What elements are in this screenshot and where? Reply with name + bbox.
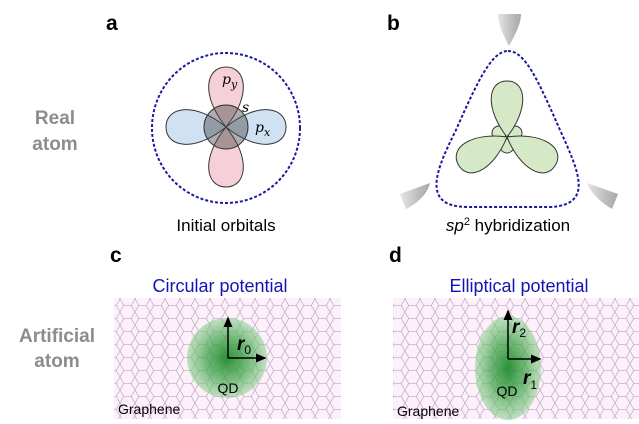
graphene-label: Graphene xyxy=(397,403,459,419)
tip-cone-bottom-left xyxy=(400,183,430,209)
panel-b: b sp2 hybridization xyxy=(387,12,618,235)
panel-label-b: b xyxy=(387,12,400,35)
quantum-dot-circular xyxy=(187,318,267,398)
graphene-label: Graphene xyxy=(118,401,180,417)
radius-label-r0: r0 xyxy=(237,334,251,357)
svg-text:Real: Real xyxy=(35,108,75,129)
row-label-real-atom: Real atom xyxy=(32,108,77,155)
panel-c: c Circular potential r0 QD Graphene xyxy=(110,244,341,419)
s-orbital xyxy=(203,104,249,150)
py-label: py xyxy=(222,72,238,91)
qd-label: QD xyxy=(497,383,518,399)
radius-label-r1: r1 xyxy=(523,368,537,392)
panel-label-c: c xyxy=(110,244,122,267)
qd-label: QD xyxy=(218,380,239,396)
tip-cone-bottom-right xyxy=(587,183,618,209)
panel-d: d Elliptical potential r2 r1 QD Graphene xyxy=(389,244,639,420)
title-circular-potential: Circular potential xyxy=(152,276,287,296)
s-label: s xyxy=(242,100,249,116)
py-orbital xyxy=(208,66,244,188)
px-label: px xyxy=(255,120,271,139)
panel-label-a: a xyxy=(106,12,118,35)
radius-label-r2: r2 xyxy=(512,317,526,340)
tip-cone-top xyxy=(498,14,521,46)
sp2-orbitals xyxy=(455,80,559,174)
svg-text:atom: atom xyxy=(34,351,79,372)
svg-text:atom: atom xyxy=(32,134,77,155)
px-orbital xyxy=(165,109,287,145)
svg-text:Artificial: Artificial xyxy=(19,326,95,347)
dashed-boundary-circle xyxy=(151,52,301,204)
title-elliptical-potential: Elliptical potential xyxy=(449,276,588,296)
row-label-artificial-atom: Artificial atom xyxy=(19,326,95,372)
quantum-dot-elliptical xyxy=(475,316,541,420)
caption-initial-orbitals: Initial orbitals xyxy=(176,216,275,235)
dashed-boundary-triangle xyxy=(435,49,580,208)
panel-a: a py s px Initial orbitals xyxy=(106,12,301,235)
caption-sp2-hybridization: sp2 hybridization xyxy=(446,216,570,235)
panel-label-d: d xyxy=(389,244,402,267)
